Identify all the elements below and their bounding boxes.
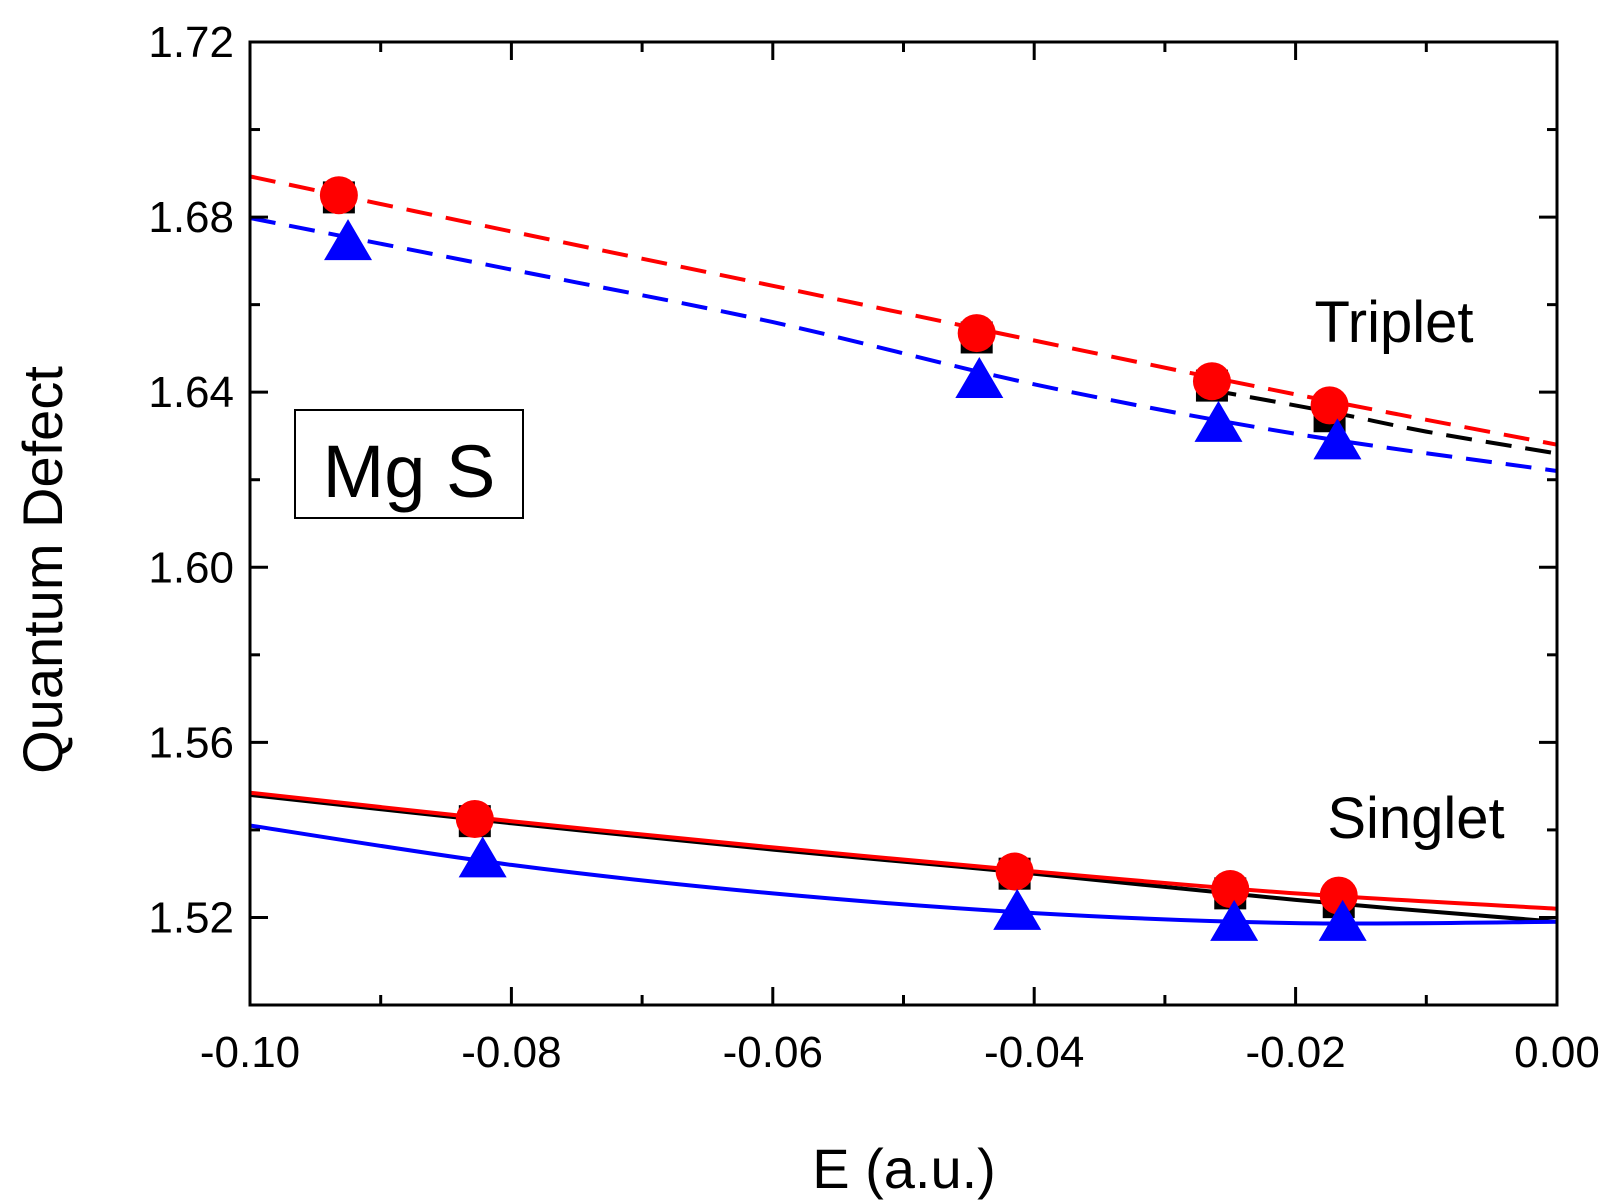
mg-s-label-box: Mg S (294, 409, 524, 519)
mg-s-label: Mg S (323, 430, 496, 513)
x-tick-label: -0.10 (200, 1028, 300, 1077)
y-tick-label: 1.60 (148, 543, 234, 592)
y-tick-label: 1.56 (148, 718, 234, 767)
singlet-blue-triangle-marker (1210, 899, 1259, 941)
triplet-red-circle-marker (1192, 362, 1231, 401)
triplet-blue-triangle-marker (324, 219, 373, 261)
singlet-red-circle-marker (995, 852, 1034, 891)
triplet-blue-triangle-marker (1313, 418, 1362, 460)
x-tick-label: -0.04 (984, 1028, 1084, 1077)
y-tick-label: 1.68 (148, 193, 234, 242)
x-tick-label: 0.00 (1514, 1028, 1600, 1077)
singlet-label: Singlet (1327, 786, 1504, 851)
singlet-red-circle-marker (455, 799, 494, 838)
y-tick-label: 1.52 (148, 893, 234, 942)
singlet-red-circle-marker (1211, 870, 1250, 909)
x-tick-label: -0.08 (461, 1028, 561, 1077)
triplet-blue-triangle-marker (1194, 400, 1243, 442)
singlet-blue-triangle-marker (993, 888, 1042, 930)
x-tick-label: -0.02 (1245, 1028, 1345, 1077)
series-markers (319, 176, 1367, 941)
x-tick-label: -0.06 (723, 1028, 823, 1077)
y-tick-label: 1.72 (148, 18, 234, 67)
y-tick-label: 1.64 (148, 368, 234, 417)
triplet-red-circle-marker (957, 314, 996, 353)
x-axis: -0.10 -0.08 -0.06 -0.04 -0.02 0.00 (200, 42, 1600, 1077)
x-axis-label: E (a.u.) (812, 1137, 996, 1200)
triplet-blue-triangle-marker (955, 357, 1004, 399)
singlet-blue-triangle-marker (458, 836, 507, 878)
y-axis: 1.52 1.56 1.60 1.64 1.68 1.72 (148, 18, 1557, 1007)
y-axis-label: Quantum Defect (11, 366, 74, 774)
triplet-black-dashed-line (1210, 388, 1558, 456)
singlet-red-circle-marker (1319, 876, 1358, 915)
triplet-red-circle-marker (1310, 386, 1349, 425)
triplet-label: Triplet (1315, 290, 1474, 355)
triplet-red-circle-marker (319, 176, 358, 215)
singlet-blue-triangle-marker (1318, 899, 1367, 941)
